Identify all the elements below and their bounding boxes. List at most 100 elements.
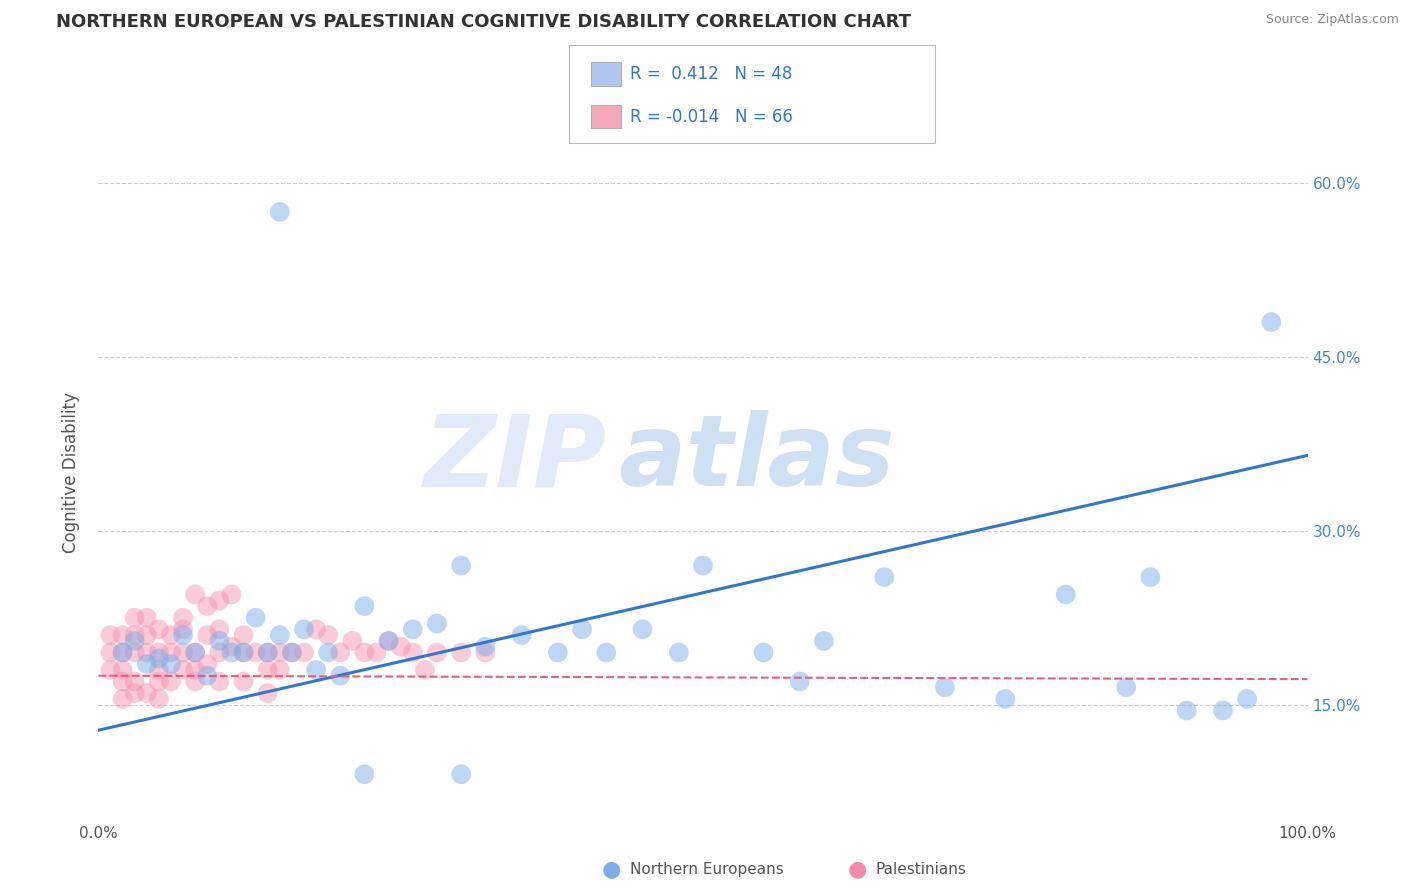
Point <box>595 646 617 660</box>
Point <box>135 628 157 642</box>
Point <box>450 558 472 573</box>
Point <box>148 651 170 665</box>
Point <box>208 674 231 689</box>
Text: R =  0.412   N = 48: R = 0.412 N = 48 <box>630 65 792 83</box>
Point <box>292 623 315 637</box>
Point <box>1054 587 1077 601</box>
Text: Northern Europeans: Northern Europeans <box>630 863 783 877</box>
Text: ●: ● <box>848 860 868 880</box>
Point <box>256 663 278 677</box>
Point <box>377 633 399 648</box>
Point <box>172 663 194 677</box>
Y-axis label: Cognitive Disability: Cognitive Disability <box>62 392 80 553</box>
Point <box>474 640 496 654</box>
Point <box>221 587 243 601</box>
Point <box>305 623 328 637</box>
Point <box>148 663 170 677</box>
Text: Source: ZipAtlas.com: Source: ZipAtlas.com <box>1265 13 1399 27</box>
Point <box>160 674 183 689</box>
Point <box>1115 680 1137 694</box>
Point <box>148 692 170 706</box>
Point <box>184 646 207 660</box>
Point <box>172 610 194 624</box>
Point <box>994 692 1017 706</box>
Point <box>1212 703 1234 717</box>
Point <box>269 663 291 677</box>
Point <box>256 686 278 700</box>
Point <box>426 646 449 660</box>
Point <box>221 646 243 660</box>
Point <box>256 646 278 660</box>
Point <box>111 646 134 660</box>
Point <box>571 623 593 637</box>
Point <box>292 646 315 660</box>
Point <box>195 669 218 683</box>
Point <box>135 686 157 700</box>
Point <box>377 633 399 648</box>
Point <box>232 646 254 660</box>
Point <box>232 674 254 689</box>
Point <box>256 646 278 660</box>
Point <box>316 646 339 660</box>
Point <box>135 657 157 671</box>
Point <box>353 646 375 660</box>
Text: ZIP: ZIP <box>423 410 606 508</box>
Point <box>160 657 183 671</box>
Point <box>1260 315 1282 329</box>
Point <box>148 623 170 637</box>
Point <box>124 674 146 689</box>
Point <box>353 767 375 781</box>
Point <box>160 646 183 660</box>
Point <box>221 640 243 654</box>
Point <box>124 610 146 624</box>
Point <box>1236 692 1258 706</box>
Point <box>208 646 231 660</box>
Point <box>195 628 218 642</box>
Point <box>873 570 896 584</box>
Point <box>329 646 352 660</box>
Point <box>124 633 146 648</box>
Point <box>413 663 436 677</box>
Point <box>195 657 218 671</box>
Point <box>148 674 170 689</box>
Point <box>342 633 364 648</box>
Point <box>269 646 291 660</box>
Point <box>752 646 775 660</box>
Point <box>245 646 267 660</box>
Point <box>232 628 254 642</box>
Point <box>111 663 134 677</box>
Point <box>668 646 690 660</box>
Point <box>245 610 267 624</box>
Point <box>366 646 388 660</box>
Point <box>100 628 122 642</box>
Point <box>172 646 194 660</box>
Text: NORTHERN EUROPEAN VS PALESTINIAN COGNITIVE DISABILITY CORRELATION CHART: NORTHERN EUROPEAN VS PALESTINIAN COGNITI… <box>56 13 911 31</box>
Point <box>208 593 231 607</box>
Point <box>111 646 134 660</box>
Text: R = -0.014   N = 66: R = -0.014 N = 66 <box>630 108 793 126</box>
Point <box>474 646 496 660</box>
Point <box>402 646 425 660</box>
Point <box>172 623 194 637</box>
Point <box>184 646 207 660</box>
Point <box>510 628 533 642</box>
Point <box>426 616 449 631</box>
Point <box>124 646 146 660</box>
Point <box>111 628 134 642</box>
Point <box>208 623 231 637</box>
Point <box>100 663 122 677</box>
Point <box>172 628 194 642</box>
Point <box>184 587 207 601</box>
Point <box>692 558 714 573</box>
Point <box>450 646 472 660</box>
Point <box>100 646 122 660</box>
Text: ●: ● <box>602 860 621 880</box>
Point <box>269 205 291 219</box>
Point <box>316 628 339 642</box>
Point <box>329 669 352 683</box>
Point <box>208 633 231 648</box>
Point <box>135 646 157 660</box>
Point <box>547 646 569 660</box>
Point <box>111 692 134 706</box>
Point <box>124 628 146 642</box>
